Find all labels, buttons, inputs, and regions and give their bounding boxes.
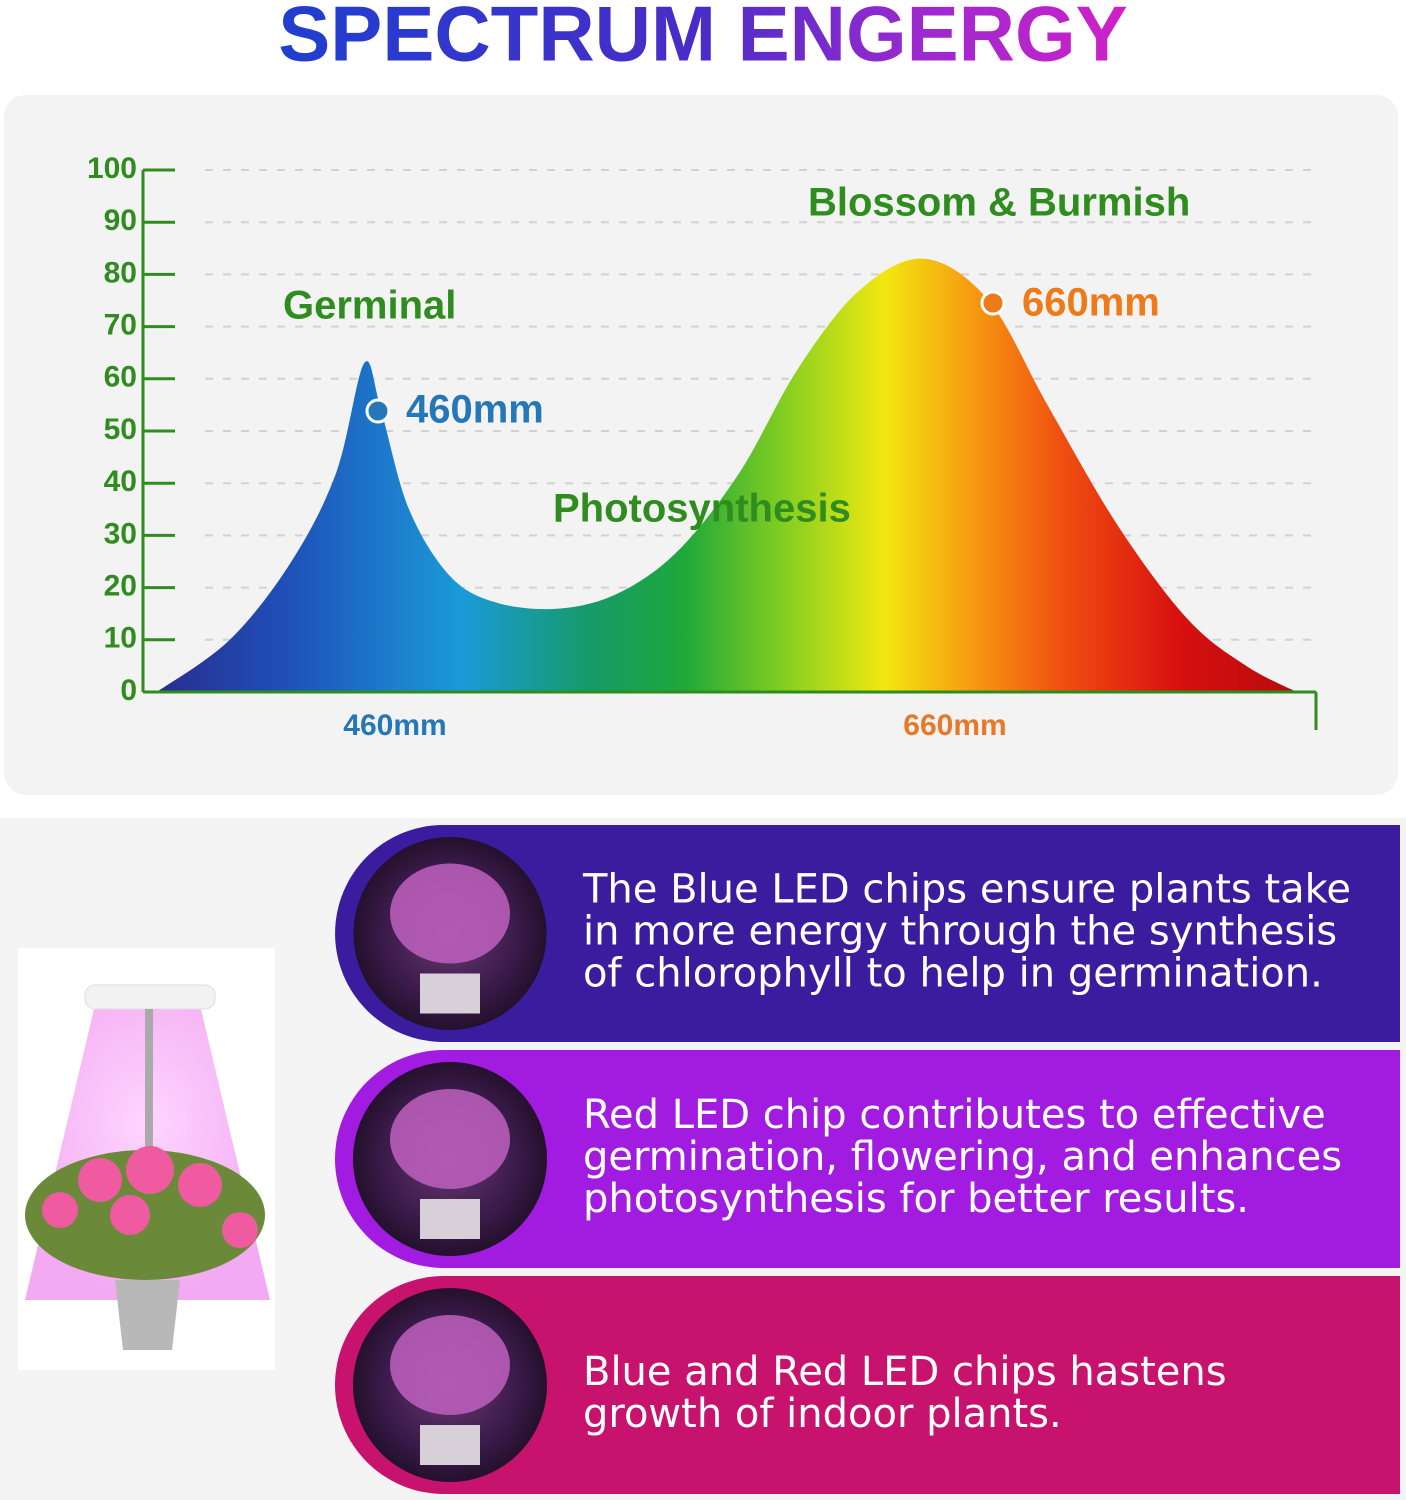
panel-bg xyxy=(335,1276,1400,1494)
panel-text: in more energy through the synthesis xyxy=(583,909,1337,955)
panels: The Blue LED chips ensure plants takein … xyxy=(335,825,1400,1494)
panel-plant xyxy=(390,1315,510,1415)
chart: 0 10 20 30 40 50 60 70 80 90 100 460mm 660mm Germinal… xyxy=(87,152,1320,742)
panel-plant xyxy=(390,863,510,964)
panel-bg xyxy=(335,825,1400,1042)
annotation: Blossom & Burmish xyxy=(808,181,1190,225)
panel-text: Red LED chip contributes to effective xyxy=(583,1092,1326,1138)
panel-text: germination, flowering, and enhances xyxy=(583,1134,1342,1180)
y-tick-label: 70 xyxy=(104,309,137,342)
x-tick-label: 660mm xyxy=(903,709,1006,742)
y-tick-label: 90 xyxy=(104,204,137,237)
annotation: 660mm xyxy=(1022,281,1160,325)
y-tick-label: 20 xyxy=(104,570,137,603)
y-tick-label: 10 xyxy=(104,622,137,655)
y-tick-label: 30 xyxy=(104,517,137,550)
marker-dot xyxy=(365,398,391,424)
panel-text: photosynthesis for better results. xyxy=(583,1176,1249,1222)
panel-text: The Blue LED chips ensure plants take xyxy=(582,867,1351,913)
panel-pot xyxy=(420,1199,480,1239)
spectrum-area xyxy=(157,258,1297,692)
x-tick-label: 460mm xyxy=(343,709,446,742)
panel-bg xyxy=(335,1050,1400,1268)
panel-pot xyxy=(420,973,480,1014)
y-tick-label: 50 xyxy=(104,413,137,446)
y-tick-label: 80 xyxy=(104,256,137,289)
marker-dot xyxy=(980,290,1006,316)
title: SPECTRUM ENGERGY xyxy=(278,0,1127,78)
y-tick-label: 40 xyxy=(104,465,137,498)
panel-pot xyxy=(420,1425,480,1465)
panel-plant xyxy=(390,1089,510,1189)
panel-text: growth of indoor plants. xyxy=(583,1391,1062,1437)
annotation: Photosynthesis xyxy=(553,487,851,531)
annotation: Germinal xyxy=(283,284,456,328)
lamp-photo xyxy=(18,948,275,1370)
panel-text: of chlorophyll to help in germination. xyxy=(583,951,1323,997)
y-tick-label: 60 xyxy=(104,361,137,394)
y-tick-label: 100 xyxy=(87,152,137,185)
y-tick-label: 0 xyxy=(120,674,137,707)
annotation: 460mm xyxy=(406,388,544,432)
panel-text: Blue and Red LED chips hastens xyxy=(583,1349,1227,1395)
